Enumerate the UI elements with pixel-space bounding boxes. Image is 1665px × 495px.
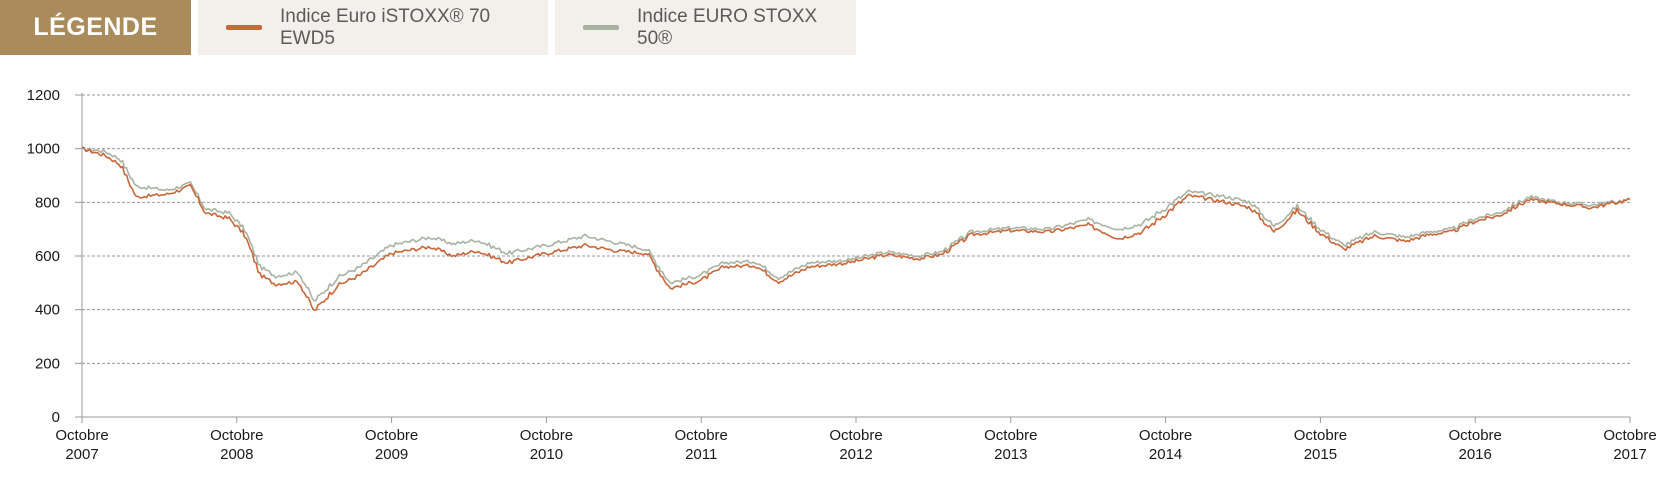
x-tick-label-2016: Octobre 2016 — [1449, 427, 1502, 463]
x-tick-label-2014: Octobre 2014 — [1139, 427, 1192, 463]
x-tick-label-month: Octobre — [984, 427, 1037, 444]
legend-swatch-eurostoxx — [583, 25, 619, 30]
x-tick-label-2013: Octobre 2013 — [984, 427, 1037, 463]
x-tick-label-2010: Octobre 2010 — [520, 427, 573, 463]
y-tick-label-800: 800 — [35, 194, 60, 211]
legend-label-eurostoxx: Indice EURO STOXX 50® — [637, 5, 818, 49]
x-tick-label-year: 2012 — [839, 446, 872, 463]
gridlines — [82, 94, 1630, 364]
x-tick-label-year: 2009 — [375, 446, 408, 463]
x-tick-label-year: 2008 — [220, 446, 253, 463]
legend: LÉGENDE Indice Euro iSTOXX® 70 EWD5 Indi… — [0, 0, 856, 55]
x-tick-label-2017: Octobre 2017 — [1603, 427, 1656, 463]
x-tick-label-2015: Octobre 2015 — [1294, 427, 1347, 463]
x-tick-label-year: 2014 — [1149, 446, 1182, 463]
series-line-eurostoxx50 — [81, 146, 1631, 302]
x-tick-label-year: 2010 — [530, 446, 563, 463]
x-tick-label-month: Octobre — [829, 427, 882, 444]
x-tick-label-year: 2017 — [1613, 446, 1646, 463]
legend-item-eurostoxx: Indice EURO STOXX 50® — [555, 0, 856, 55]
y-tick-label-600: 600 — [35, 248, 60, 265]
x-tick-label-2009: Octobre 2009 — [365, 427, 418, 463]
x-tick-label-month: Octobre — [1294, 427, 1347, 444]
series-lines — [81, 146, 1631, 311]
x-tick-label-2007: Octobre 2007 — [55, 427, 108, 463]
series-line-istoxx70 — [81, 146, 1631, 311]
x-tick-label-2008: Octobre 2008 — [210, 427, 263, 463]
legend-item-istoxx: Indice Euro iSTOXX® 70 EWD5 — [198, 0, 548, 55]
x-tick-label-month: Octobre — [520, 427, 573, 444]
legend-swatch-istoxx — [226, 25, 262, 30]
y-tick-label-400: 400 — [35, 302, 60, 319]
x-tick-label-month: Octobre — [365, 427, 418, 444]
x-tick-label-2011: Octobre 2011 — [675, 427, 728, 463]
x-tick-label-year: 2016 — [1459, 446, 1492, 463]
legend-label-istoxx: Indice Euro iSTOXX® 70 EWD5 — [280, 5, 491, 49]
x-tick-labels: Octobre2007Octobre2008Octobre2009Octobre… — [55, 427, 1656, 463]
y-tick-label-0: 0 — [52, 409, 60, 426]
x-tick-label-year: 2011 — [685, 446, 717, 463]
y-tick-labels: 0 200 400 600 800 1000 1200 — [27, 87, 60, 426]
legend-title: LÉGENDE — [0, 0, 191, 55]
x-tick-label-month: Octobre — [1139, 427, 1192, 444]
x-tick-label-month: Octobre — [55, 427, 108, 444]
y-tick-label-1000: 1000 — [27, 141, 60, 158]
y-tick-label-200: 200 — [35, 355, 60, 372]
x-tick-label-year: 2015 — [1304, 446, 1337, 463]
x-tick-label-month: Octobre — [1603, 427, 1656, 444]
x-tick-label-month: Octobre — [1449, 427, 1502, 444]
x-tick-label-year: 2013 — [994, 446, 1027, 463]
x-tick-label-2012: Octobre 2012 — [829, 427, 882, 463]
axes — [75, 93, 1631, 423]
y-tick-label-1200: 1200 — [27, 87, 60, 104]
x-tick-label-year: 2007 — [65, 446, 98, 463]
x-tick-label-month: Octobre — [210, 427, 263, 444]
x-tick-label-month: Octobre — [675, 427, 728, 444]
